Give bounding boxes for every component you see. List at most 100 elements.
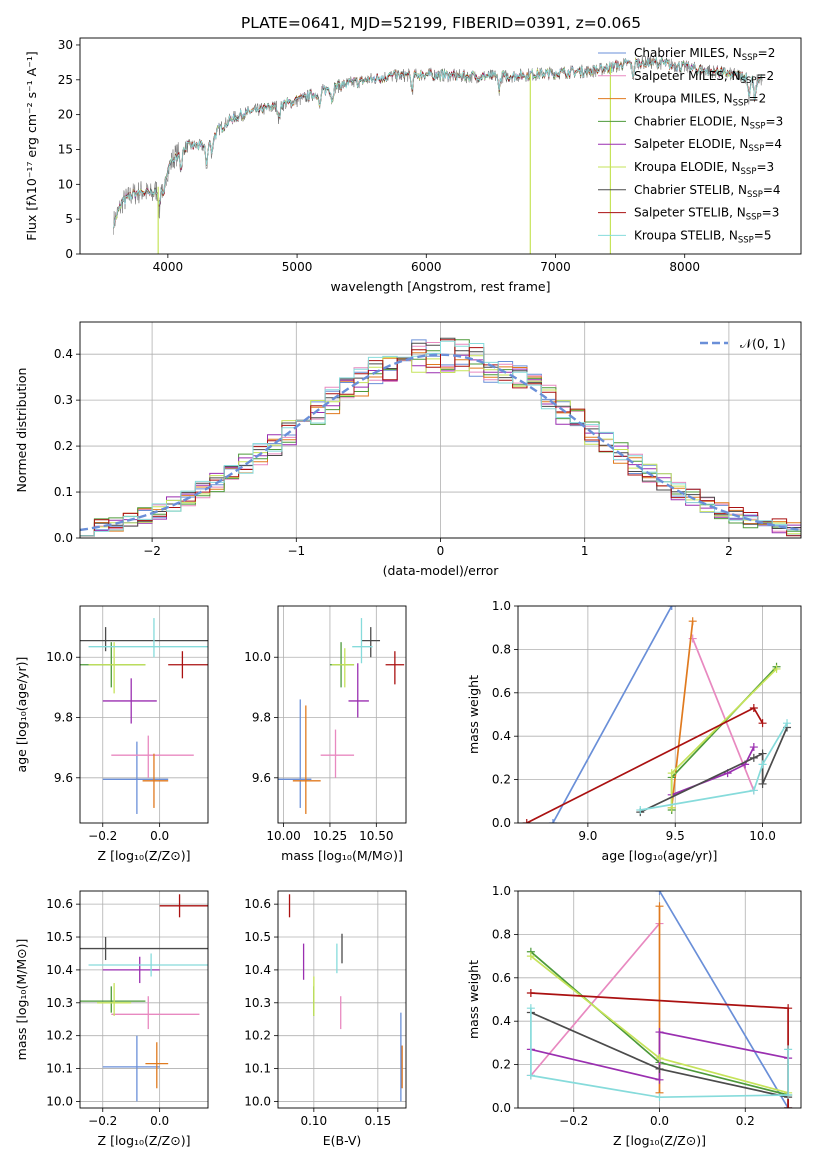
spectrum-model-line [113,56,763,229]
y-axis-label: Normed distribution [14,368,29,493]
legend-entry: Chabrier MILES, NSSP=2 [634,46,775,63]
y-tick-label: 10.6 [46,897,73,911]
y-axis-label: age [log₁₀(age/yr)] [14,657,29,773]
y-tick-label: 1.0 [492,599,511,613]
y-tick-label: 30 [58,38,73,52]
x-tick-label: 10.25 [313,829,347,843]
legend-entry: Kroupa MILES, NSSP=2 [634,92,766,109]
y-tick-label: 10.1 [46,1062,73,1076]
y-tick-label: 9.6 [54,771,73,785]
x-tick-label: 1 [581,544,589,558]
y-tick-label: 0.3 [54,393,73,407]
y-tick-label: 10.5 [244,930,271,944]
errorbar-point [292,705,321,814]
errorbar-point [102,741,169,814]
errorbar-point [88,618,208,658]
y-axis-label: mass weight [466,960,481,1039]
x-tick-label: 0.0 [150,829,169,843]
errorbar-point [111,996,200,1030]
x-axis-label: (data-model)/error [383,563,500,578]
weight-vs-age-frame [517,605,802,824]
weight-marker [526,1004,535,1013]
y-tick-label: 0.8 [492,642,511,656]
weight-series [667,743,758,799]
x-axis-label: age [log₁₀(age/yr)] [602,848,718,863]
y-tick-label: 10.0 [244,650,271,664]
x-tick-label: 0.2 [736,1114,755,1128]
weight-marker [749,786,758,795]
age-vs-mass-frame [277,605,407,824]
weight-marker [758,760,767,769]
y-tick-label: 0.6 [492,971,511,985]
weight-series [636,723,792,817]
x-tick-label: 0.15 [364,1114,391,1128]
weight-marker [526,1071,535,1080]
x-tick-label: −0.2 [559,1114,588,1128]
age-vs-Z-frame [79,605,209,824]
weight-vs-age-plot-area [522,606,792,823]
x-tick-label: 4000 [153,260,184,274]
weight-marker [522,819,531,823]
y-tick-label: 10.5 [46,930,73,944]
weight-marker [749,743,758,752]
x-axis-label: Z [log₁₀(Z/Z⊙)] [98,1133,191,1148]
errorbar-point [159,894,208,918]
legend-entry: Chabrier ELODIE, NSSP=3 [634,114,783,131]
mass-vs-EBV-frame [277,890,407,1109]
y-tick-label: 0.4 [492,1014,511,1028]
x-axis-label: mass [log₁₀(M/M⊙)] [281,848,403,863]
x-tick-label: 2 [725,544,733,558]
spectrum-axes: 4000 5000 6000 7000 8000 0 5 10 15 20 25 30 waveleng… [24,38,700,294]
y-tick-label: 0.2 [54,439,73,453]
spectrum-frame [79,37,802,255]
errorbar-point [361,627,381,658]
weight-line [640,722,788,811]
weight-line [530,922,661,1077]
y-tick-label: 0.4 [492,729,511,743]
y-tick-label: 10.4 [244,963,271,977]
y-tick-label: 0.0 [54,531,73,545]
plots: 4000 5000 6000 7000 8000051015202530waveleng… [14,37,802,1148]
weight-series [522,703,767,823]
residuals-plot-area [80,337,801,538]
y-axis-label: mass [log₁₀(M/M⊙)] [14,939,29,1061]
y-tick-label: 10.6 [244,897,271,911]
x-tick-label: 0 [437,544,445,558]
weight-marker [548,819,557,823]
y-tick-label: 1.0 [492,884,511,898]
weight-marker [526,988,535,997]
weight-marker [688,617,697,626]
residuals-legend: 𝒩(0, 1) [700,336,786,351]
legend-entry: Salpeter ELODIE, NSSP=4 [634,137,782,154]
weight-marker [655,1054,664,1063]
x-tick-label: 6000 [411,260,442,274]
weight-line [671,746,755,796]
errorbar-point [385,651,405,685]
y-tick-label: 10.0 [46,650,73,664]
x-axis-label: Z [log₁₀(Z/Z⊙)] [613,1133,706,1148]
weight-series [548,606,676,823]
y-tick-label: 9.8 [252,711,271,725]
y-tick-label: 10.1 [244,1062,271,1076]
weight-marker [636,805,645,814]
mass-vs-EBV-axes: 0.10 0.15 10.0 10.1 10.2 10.3 10.4 10.5 10.6 E(B-… [244,891,406,1148]
x-tick-label: 9.0 [578,829,597,843]
mass-vs-EBV-plot-area [288,894,403,1102]
y-tick-label: 0.8 [492,927,511,941]
weight-line [670,621,694,808]
y-tick-label: 0.0 [492,1101,511,1115]
errorbar-point [320,729,355,778]
weight-line [670,668,778,808]
y-tick-label: 9.6 [252,771,271,785]
y-tick-label: 10.3 [46,996,73,1010]
x-tick-label: 5000 [282,260,313,274]
y-tick-label: 10.2 [46,1029,73,1043]
errorbar-point [102,956,160,984]
weight-vs-Z-frame [517,890,802,1109]
gaussian-curve [80,353,801,532]
x-tick-label: −2 [143,544,161,558]
errorbar-point [102,678,157,724]
weight-series [688,634,758,795]
weight-marker [784,1004,793,1013]
